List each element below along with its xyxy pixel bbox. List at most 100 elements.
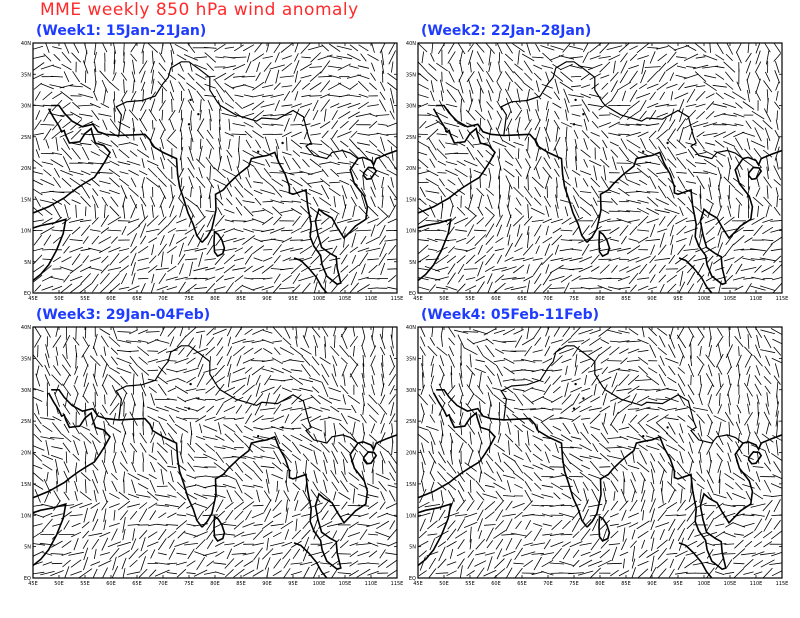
wind-vector [231, 455, 247, 459]
wind-vector [309, 82, 322, 91]
wind-vector [618, 123, 630, 126]
wind-vector [533, 416, 543, 422]
wind-vector [280, 378, 293, 382]
wind-vector [713, 150, 726, 157]
wind-vector [381, 60, 385, 74]
wind-vector [753, 147, 763, 160]
wind-vector [713, 112, 726, 118]
wind-vector [740, 267, 757, 271]
wind-vector [715, 353, 724, 368]
wind-vector [388, 50, 396, 65]
wind-vector [580, 206, 592, 217]
wind-vector [635, 256, 651, 263]
wind-vector [725, 434, 733, 442]
wind-vector [304, 327, 308, 339]
wind-vector [80, 266, 92, 272]
wind-vector [213, 178, 227, 186]
wind-vector [233, 257, 244, 262]
wind-vector [654, 209, 670, 214]
wind-vector [598, 236, 612, 244]
wind-vector [196, 118, 205, 132]
wind-vector [179, 146, 184, 161]
wind-vector [598, 56, 611, 59]
wind-vector [460, 108, 462, 122]
lon-tick-label: 90E [647, 296, 657, 302]
wind-vector [746, 72, 751, 82]
wind-vector [132, 402, 136, 416]
wind-vector [721, 113, 737, 117]
wind-vector [109, 160, 120, 166]
wind-vector [94, 363, 97, 378]
wind-vector [55, 136, 59, 151]
wind-vector [269, 227, 285, 234]
wind-vector [260, 189, 276, 195]
wind-vector [107, 267, 122, 271]
wind-vector [571, 85, 582, 88]
wind-vector [329, 43, 341, 52]
wind-vector [687, 283, 695, 293]
wind-vector [466, 71, 475, 83]
wind-vector [543, 384, 552, 396]
wind-vector [281, 179, 293, 186]
wind-vector [161, 109, 164, 121]
wind-vector [132, 528, 135, 541]
wind-vector [371, 327, 375, 340]
wind-vector [591, 488, 600, 504]
wind-vector [466, 277, 476, 280]
wind-vector [342, 204, 347, 219]
wind-vector [744, 540, 753, 548]
wind-vector [526, 264, 530, 274]
wind-vector [620, 52, 628, 63]
wind-vector [457, 177, 465, 188]
wind-vector [550, 218, 563, 224]
wind-vector [773, 375, 781, 385]
wind-vector [641, 539, 646, 549]
wind-vector [485, 235, 495, 245]
wind-vector [513, 562, 524, 565]
wind-vector [636, 93, 651, 99]
wind-vector [534, 273, 542, 285]
wind-vector [320, 571, 330, 576]
wind-vector [81, 344, 90, 358]
wind-vector [35, 373, 41, 387]
wind-vector [669, 108, 675, 122]
wind-vector [590, 396, 601, 403]
wind-vector [599, 452, 610, 462]
map-panel-week3: 45E 50E 55E 60E 65E 70E 75E 80E 85E 90E 95E 100E 105… [21, 325, 403, 587]
wind-vector [579, 471, 592, 482]
wind-vector [698, 460, 703, 474]
wind-vector [300, 74, 312, 79]
wind-vector [772, 276, 782, 281]
wind-vector [676, 157, 687, 170]
wind-vector [176, 54, 187, 61]
wind-vector [578, 265, 593, 273]
wind-vector [472, 338, 488, 345]
wind-vector [478, 99, 483, 112]
wind-vector [177, 501, 186, 510]
wind-vector [223, 424, 236, 433]
wind-vector [582, 508, 589, 522]
wind-vector [665, 62, 678, 72]
wind-vector [450, 439, 453, 456]
lat-tick-label: 10N [21, 229, 31, 235]
wind-vector [137, 346, 150, 357]
coast-india_east [201, 149, 397, 286]
wind-vector [164, 504, 179, 508]
wind-vector [117, 161, 131, 166]
wind-vector [252, 94, 264, 98]
wind-vector [367, 541, 379, 547]
wind-vector [733, 248, 745, 251]
wind-vector [636, 167, 650, 179]
lon-tick-label: 110E [365, 581, 378, 587]
wind-vector [463, 268, 478, 270]
wind-vector [128, 364, 139, 377]
coast-sumatra [293, 542, 328, 578]
wind-vector [216, 356, 223, 366]
wind-vector [687, 451, 695, 464]
coast-arabia [33, 392, 111, 499]
wind-vector [33, 45, 44, 50]
wind-vector [300, 347, 312, 355]
wind-vector [254, 197, 262, 206]
wind-vector [390, 346, 395, 357]
wind-vector [637, 199, 649, 204]
